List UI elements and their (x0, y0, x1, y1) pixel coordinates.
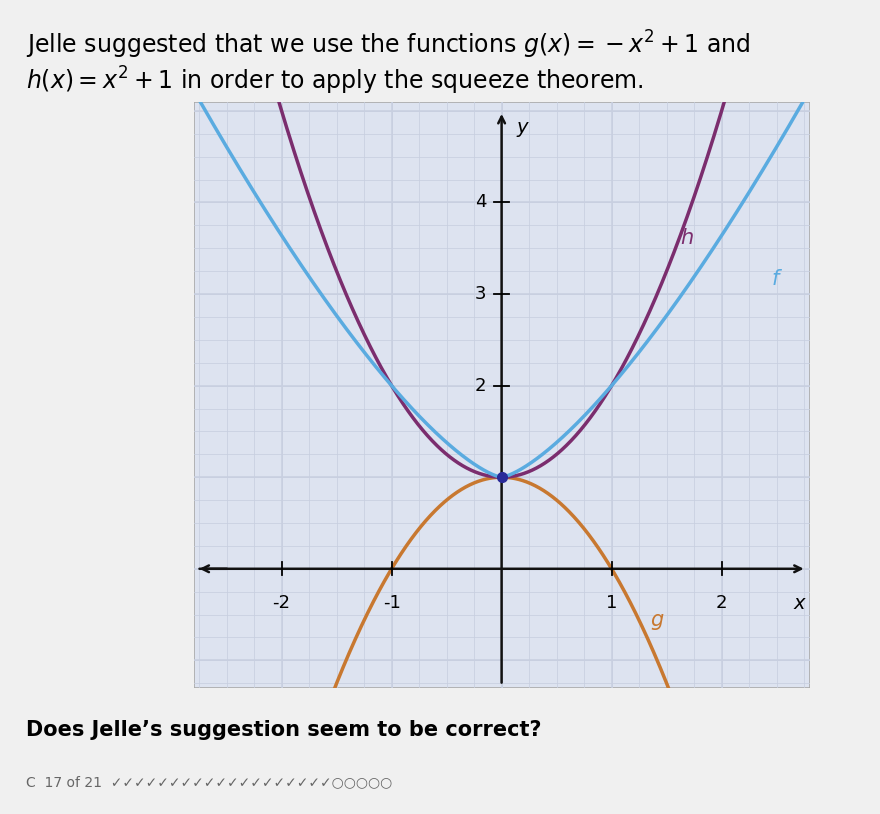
Text: Does Jelle’s suggestion seem to be correct?: Does Jelle’s suggestion seem to be corre… (26, 720, 542, 741)
Text: 2: 2 (715, 594, 728, 612)
Text: Jelle suggested that we use the functions $g(x) = -x^2 + 1$ and: Jelle suggested that we use the function… (26, 28, 751, 61)
Text: $g$: $g$ (650, 611, 664, 632)
Text: $h$: $h$ (680, 228, 693, 247)
Text: $f$: $f$ (771, 269, 783, 289)
Text: $x$: $x$ (793, 594, 808, 614)
Text: 1: 1 (606, 594, 617, 612)
Text: 2: 2 (474, 377, 486, 395)
Text: $h(x) = x^2 + 1$ in order to apply the squeeze theorem.: $h(x) = x^2 + 1$ in order to apply the s… (26, 65, 644, 98)
Text: C  17 of 21  ✓✓✓✓✓✓✓✓✓✓✓✓✓✓✓✓✓✓✓○○○○○: C 17 of 21 ✓✓✓✓✓✓✓✓✓✓✓✓✓✓✓✓✓✓✓○○○○○ (26, 775, 392, 789)
Text: -2: -2 (273, 594, 290, 612)
Text: $y$: $y$ (516, 120, 530, 139)
Text: -1: -1 (383, 594, 400, 612)
Text: 4: 4 (474, 194, 486, 212)
Text: 3: 3 (474, 285, 486, 303)
